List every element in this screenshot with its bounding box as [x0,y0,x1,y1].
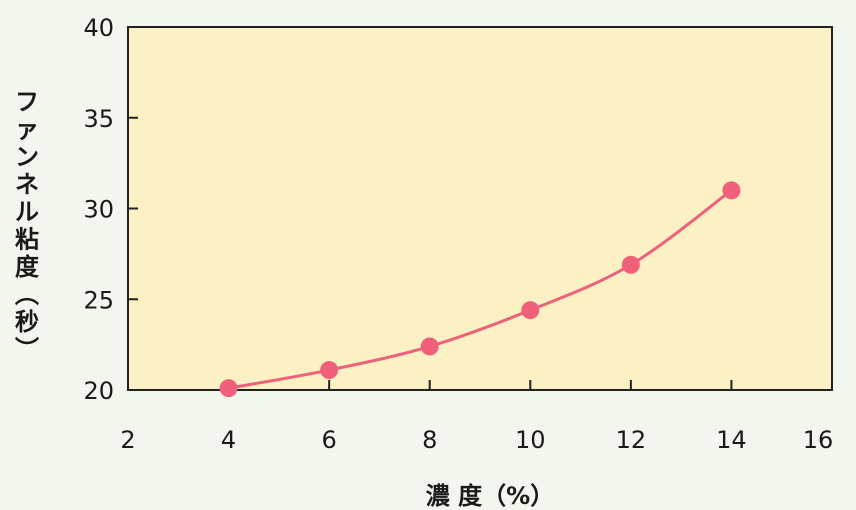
y-tick-label: 40 [83,14,114,42]
y-tick-label: 25 [83,286,114,314]
x-axis-title: 濃 度（%） [426,482,554,510]
x-tick-label: 6 [322,426,337,454]
y-axis-ticks: 20 25 30 35 40 [83,14,138,405]
x-tick-label: 12 [616,426,647,454]
x-tick-label: 16 [803,426,834,454]
x-tick-label: 10 [515,426,546,454]
data-point [521,301,540,320]
data-point [621,255,640,274]
y-axis-title: ファンネル粘度︵秒︶ [15,88,40,364]
x-tick-label: 8 [422,426,437,454]
x-tick-label: 14 [716,426,747,454]
x-tick-label: 2 [120,426,135,454]
y-tick-label: 35 [83,105,114,133]
plot-area [127,26,833,391]
data-point [722,181,741,200]
data-point [320,361,339,380]
data-point [219,379,238,398]
x-tick-label: 4 [221,426,236,454]
y-tick-label: 30 [83,196,114,224]
series-layer [219,181,741,398]
series-line [228,189,733,390]
data-point [420,337,439,356]
y-tick-label: 20 [83,377,114,405]
